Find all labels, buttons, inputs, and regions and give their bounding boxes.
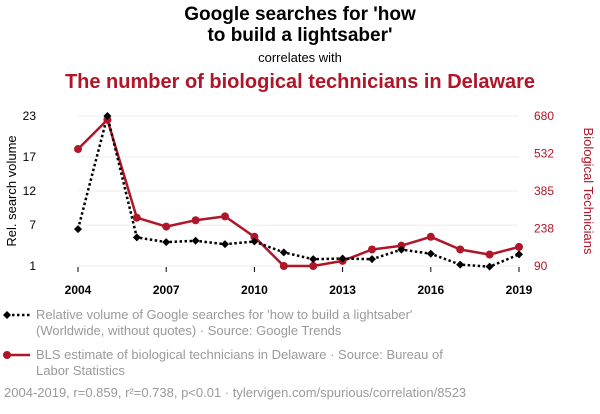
x-tick-label: 2019 (506, 283, 533, 297)
chart-title-line-1: Google searches for 'how (184, 4, 416, 25)
technicians-data-point (162, 222, 171, 231)
right-axis-label: Biological Technicians (581, 128, 596, 255)
right-tick-label: 90 (534, 259, 548, 273)
searches-data-point (250, 237, 259, 246)
right-tick-label: 532 (534, 147, 554, 161)
legend-entry-technicians: BLS estimate of biological technicians i… (3, 347, 443, 378)
technicians-series-line (77, 118, 520, 268)
searches-data-point (103, 112, 112, 120)
technicians-data-point (426, 232, 435, 241)
right-tick-label: 385 (534, 184, 554, 198)
searches-data-point (456, 260, 465, 269)
technicians-data-point (250, 232, 259, 241)
technicians-data-point (456, 245, 465, 254)
chart-title-line-2: to build a lightsaber' (207, 25, 392, 46)
technicians-data-point (485, 250, 494, 259)
legend: Relative volume of Google searches for '… (3, 307, 443, 378)
legend-technicians-line-1: BLS estimate of biological technicians i… (36, 347, 443, 362)
right-tick-label: 680 (534, 109, 554, 123)
searches-data-point (132, 233, 141, 242)
left-tick-label: 7 (29, 218, 36, 232)
right-tick-label: 238 (534, 221, 554, 235)
searches-data-point (309, 255, 318, 264)
left-tick-label: 12 (23, 184, 37, 198)
technicians-data-point (74, 145, 82, 154)
searches-data-point (426, 249, 435, 258)
technicians-data-point (368, 245, 376, 254)
left-tick-label: 1 (29, 259, 36, 273)
searches-data-point (515, 250, 523, 259)
legend-swatch-searches-marker (3, 311, 11, 319)
legend-technicians-line-2: Labor Statistics (36, 363, 125, 378)
searches-data-point (221, 240, 229, 249)
right-axis-ticks: 90 238 385 532 680 (534, 109, 554, 273)
searches-data-point (485, 262, 494, 271)
technicians-data-point (279, 262, 288, 270)
searches-data-point (279, 248, 288, 257)
chart-footer: 2004-2019, r=0.859, r²=0.738, p<0.01 · t… (4, 385, 466, 400)
x-tick-label: 2010 (241, 283, 268, 297)
left-axis-label: Rel. search volume (4, 135, 19, 246)
legend-entry-searches: Relative volume of Google searches for '… (3, 307, 412, 338)
technicians-data-point (191, 216, 200, 225)
left-tick-label: 23 (23, 109, 37, 123)
x-axis-ticks: 2004 2007 2010 2013 2016 2019 (65, 267, 533, 297)
x-tick-label: 2013 (329, 283, 356, 297)
searches-data-point (397, 245, 406, 254)
x-tick-label: 2016 (417, 283, 444, 297)
searches-data-point (338, 254, 347, 263)
series-lines (76, 115, 520, 268)
searches-data-point (368, 255, 376, 264)
legend-swatch-technicians-marker (3, 351, 11, 359)
searches-data-point (191, 236, 200, 245)
searches-series-line (76, 115, 520, 268)
technicians-data-point (221, 212, 229, 221)
chart-title-second: The number of biological technicians in … (65, 71, 535, 93)
searches-data-point (162, 238, 171, 247)
x-tick-label: 2007 (153, 283, 180, 297)
left-tick-label: 17 (23, 150, 37, 164)
x-tick-label: 2004 (65, 283, 92, 297)
searches-data-point (74, 225, 82, 234)
technicians-data-point (515, 242, 523, 251)
legend-searches-line-2: (Worldwide, without quotes) · Source: Go… (36, 323, 342, 338)
legend-searches-line-1: Relative volume of Google searches for '… (36, 307, 412, 322)
series-markers (74, 112, 523, 271)
gridlines (78, 115, 519, 267)
chart-subtitle: correlates with (258, 50, 342, 65)
technicians-data-point (132, 213, 141, 222)
technicians-data-point (309, 262, 318, 270)
